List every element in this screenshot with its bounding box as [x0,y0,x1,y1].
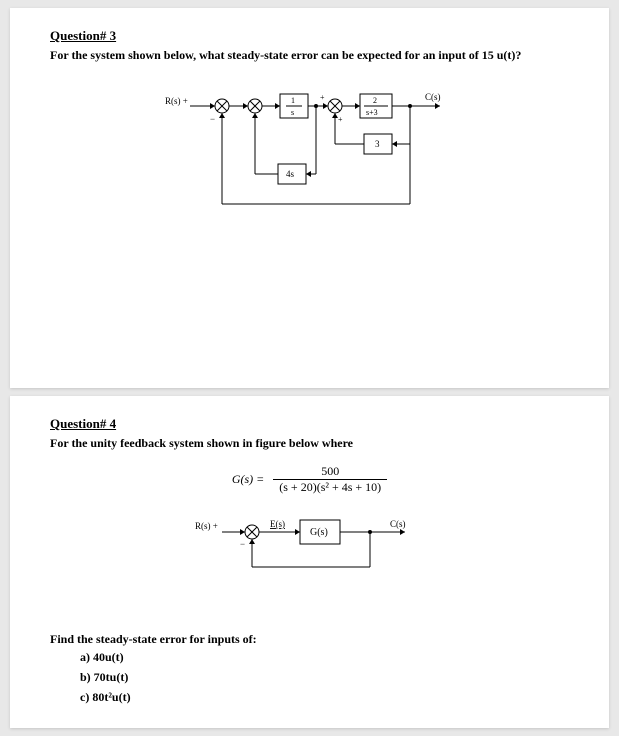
q3-diagram: R(s) + 1 s + [50,74,569,229]
q3-text: For the system shown below, what steady-… [50,48,569,64]
q4-formula: G(s) = 500 (s + 20)(s² + 4s + 10) [50,464,569,495]
q4-diagram: R(s) + − E(s) G(s) C(s) [50,507,569,592]
q4-options: a) 40u(t) b) 70tu(t) c) 80t²u(t) [80,647,569,708]
svg-text:2: 2 [373,96,377,105]
svg-text:s: s [291,108,294,117]
svg-text:−: − [240,539,245,549]
q4-opt-c: c) 80t²u(t) [80,687,569,707]
svg-text:+: + [338,115,343,124]
svg-text:G(s): G(s) [310,527,328,538]
q4-text: For the unity feedback system shown in f… [50,436,569,452]
q4-opt-a: a) 40u(t) [80,647,569,667]
svg-text:R(s) +: R(s) + [165,96,188,106]
svg-text:+: + [320,93,325,102]
svg-text:s+3: s+3 [366,108,378,117]
svg-text:C(s): C(s) [425,92,441,102]
q4-opt-b: b) 70tu(t) [80,667,569,687]
svg-text:4s: 4s [286,169,295,179]
page-question-3: Question# 3 For the system shown below, … [10,8,609,388]
svg-text:E(s): E(s) [270,519,285,529]
svg-text:3: 3 [375,139,380,149]
q3-title: Question# 3 [50,28,569,44]
svg-text:−: − [210,114,215,124]
svg-text:C(s): C(s) [390,519,406,529]
q4-title: Question# 4 [50,416,569,432]
page-question-4: Question# 4 For the unity feedback syste… [10,396,609,728]
svg-text:1: 1 [291,96,295,105]
q4-find-text: Find the steady-state error for inputs o… [50,632,569,647]
svg-text:R(s) +: R(s) + [195,521,218,531]
